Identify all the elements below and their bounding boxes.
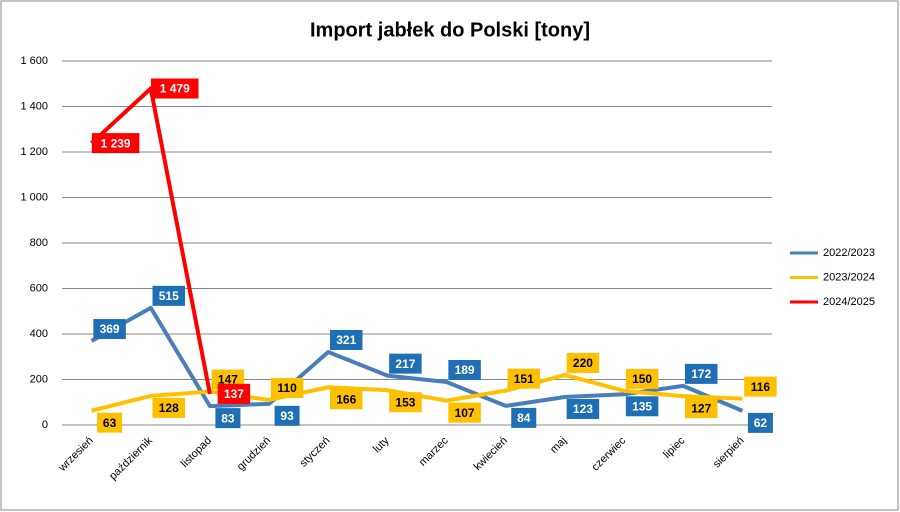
data-label: 151 (507, 368, 540, 389)
data-label-text: 135 (632, 399, 652, 413)
data-label-text: 1 239 (101, 136, 131, 150)
data-label-text: 153 (395, 395, 415, 409)
data-label: 127 (685, 398, 718, 419)
data-label-text: 63 (103, 416, 117, 430)
data-label-box (448, 402, 481, 423)
data-label-text: 93 (280, 409, 294, 423)
data-label-box (330, 329, 363, 350)
data-label-text: 321 (336, 333, 356, 347)
data-label-box (389, 392, 422, 413)
data-label: 84 (511, 407, 537, 428)
data-label-box (566, 352, 600, 373)
data-label-text: 147 (218, 373, 238, 387)
data-label-text: 137 (224, 387, 244, 401)
data-label-text: 107 (455, 406, 475, 420)
data-label: 321 (330, 329, 363, 350)
data-label-text: 220 (573, 356, 593, 370)
data-label-box (274, 405, 300, 426)
data-label-text: 123 (573, 402, 593, 416)
data-label-text: 515 (159, 289, 179, 303)
data-label-text: 116 (751, 380, 771, 394)
data-label: 110 (270, 377, 304, 398)
data-label-box (685, 363, 718, 384)
y-tick-label: 1 200 (20, 146, 48, 158)
data-label: 135 (625, 396, 659, 417)
data-label-text: 127 (691, 401, 711, 415)
data-label-box (747, 412, 773, 433)
data-label-box (507, 368, 540, 389)
data-label-box (93, 319, 126, 340)
data-label: 93 (274, 405, 300, 426)
data-label: 1 479 (151, 78, 199, 99)
data-label-box (625, 396, 659, 417)
data-label-box (270, 377, 304, 398)
data-label-text: 151 (514, 372, 534, 386)
y-tick-label: 600 (30, 282, 48, 294)
data-label: 166 (330, 389, 363, 410)
data-label-text: 128 (159, 401, 179, 415)
data-label: 63 (97, 412, 123, 433)
y-tick-label: 400 (30, 328, 48, 340)
legend-label: 2024/2025 (823, 296, 875, 308)
data-label: 172 (685, 363, 718, 384)
data-label-text: 217 (395, 357, 415, 371)
data-label-text: 369 (100, 322, 120, 336)
data-label: 150 (625, 368, 659, 389)
data-label-box (448, 360, 481, 381)
data-label: 220 (566, 352, 600, 373)
data-label-text: 62 (754, 416, 768, 430)
data-label-box (566, 399, 600, 420)
y-tick-label: 1 400 (20, 100, 48, 112)
data-label-box (97, 412, 123, 433)
legend-label: 2022/2023 (823, 247, 875, 259)
data-label: 128 (152, 397, 185, 418)
data-label-text: 150 (632, 372, 652, 386)
data-label-text: 84 (517, 411, 531, 425)
data-label: 217 (389, 353, 422, 374)
data-label-box (511, 407, 537, 428)
data-label: 123 (566, 399, 600, 420)
data-label: 116 (744, 376, 777, 397)
y-tick-label: 1 000 (20, 191, 48, 203)
y-tick-label: 0 (42, 419, 48, 431)
data-label: 153 (389, 392, 422, 413)
data-label: 515 (152, 285, 185, 306)
data-label-text: 1 479 (160, 82, 190, 96)
data-label-box (744, 376, 777, 397)
data-label: 107 (448, 402, 481, 423)
data-label-box (215, 408, 241, 429)
data-label: 137 (217, 383, 251, 404)
data-label-box (152, 397, 185, 418)
series-line (90, 86, 212, 395)
data-label-box (152, 285, 185, 306)
data-label: 189 (448, 360, 481, 381)
y-tick-label: 200 (30, 373, 48, 385)
data-label-text: 172 (691, 367, 711, 381)
data-label-box (685, 398, 718, 419)
y-tick-label: 1 600 (20, 55, 48, 67)
data-label-text: 166 (336, 392, 356, 406)
data-label-text: 110 (277, 381, 297, 395)
chart-title: Import jabłek do Polski [tony] (310, 19, 590, 41)
data-label-box (625, 368, 659, 389)
legend-label: 2023/2024 (823, 271, 875, 283)
data-label-box (217, 383, 251, 404)
data-label-box (389, 353, 422, 374)
data-label: 83 (215, 408, 241, 429)
data-label-box (330, 389, 363, 410)
data-label: 62 (747, 412, 773, 433)
y-tick-label: 800 (30, 237, 48, 249)
data-label-text: 83 (221, 411, 235, 425)
data-label: 1 239 (91, 133, 140, 154)
data-label-box (151, 78, 199, 99)
data-label: 369 (93, 319, 126, 340)
data-label-text: 189 (455, 363, 475, 377)
data-label-box (91, 133, 140, 154)
